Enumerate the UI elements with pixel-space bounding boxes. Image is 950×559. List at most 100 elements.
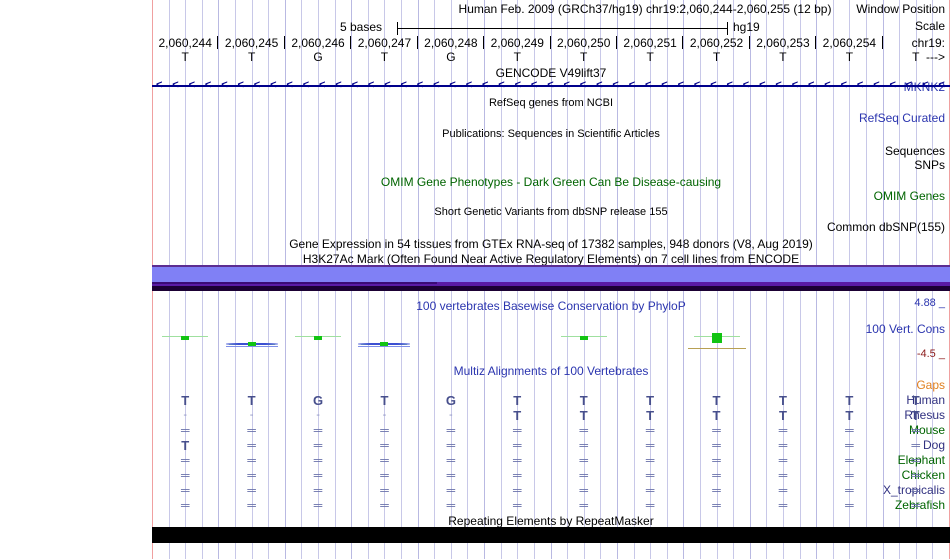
- ruler-tick-mark: [350, 36, 351, 49]
- multiz-cell: T: [712, 408, 721, 423]
- publications-track-title: Publications: Sequences in Scientific Ar…: [442, 128, 660, 140]
- multiz-cell: ═: [380, 498, 389, 512]
- ruler-tick-label: 2,060,246: [291, 36, 345, 50]
- multiz-cell: ═: [911, 423, 921, 437]
- gtex-track-title: Gene Expression in 54 tissues from GTEx …: [289, 237, 813, 251]
- gene-strand-arrow-icon: <: [840, 79, 848, 91]
- multiz-cell: ═: [446, 498, 456, 512]
- species-label-elephant[interactable]: Elephant: [897, 453, 945, 467]
- multiz-cell: ═: [778, 498, 788, 512]
- gene-strand-arrow-icon: <: [319, 79, 326, 91]
- gencode-track-title: GENCODE V49lift37: [495, 66, 607, 80]
- conservation-tan-line: [687, 348, 746, 349]
- multiz-cell: ═: [579, 453, 588, 467]
- multiz-cell: ═: [247, 453, 256, 467]
- coordinate-ruler[interactable]: chr19: 2,060,244 2,060,245 2,060,246 2,060,…: [0, 36, 950, 50]
- conservation-label[interactable]: 100 Vert. Cons: [865, 322, 945, 336]
- gene-strand-arrow-icon: <: [416, 79, 424, 91]
- multiz-cell: ═: [313, 423, 323, 437]
- multiz-cell: T: [911, 408, 920, 423]
- gene-strand-arrow-icon: <: [547, 79, 554, 91]
- multiz-cell: -: [316, 409, 320, 421]
- gene-strand-arrow-icon: <: [775, 79, 782, 91]
- species-label-human[interactable]: Human: [906, 393, 945, 407]
- scale-bases-text: 5 bases: [340, 20, 383, 34]
- multiz-cell: ═: [911, 483, 921, 497]
- multiz-cell: G: [312, 393, 324, 408]
- conservation-blue-envelope: [358, 346, 411, 347]
- multiz-cell: ═: [513, 423, 522, 437]
- species-label-rhesus[interactable]: Rhesus: [904, 408, 945, 422]
- snps-label[interactable]: SNPs: [914, 158, 945, 172]
- ruler-tick-mark: [682, 36, 683, 49]
- sequences-label[interactable]: Sequences: [884, 144, 945, 158]
- gene-strand-arrow-icon: <: [645, 79, 652, 91]
- window-position-value: Human Feb. 2009 (GRCh37/hg19) chr19:2,06…: [458, 2, 832, 16]
- gene-strand-arrow-icon: <: [400, 79, 407, 91]
- multiz-cell: ═: [845, 438, 854, 452]
- ruler-tick-label: 2,060,249: [490, 36, 544, 50]
- multiz-cell: ═: [911, 438, 921, 452]
- multiz-cell: ═: [911, 453, 921, 467]
- gene-name-label[interactable]: MKNK2: [903, 80, 945, 94]
- conservation-plot[interactable]: [152, 325, 950, 357]
- species-label-chicken[interactable]: Chicken: [901, 468, 945, 482]
- multiz-cell: ═: [712, 423, 721, 437]
- species-label-mouse[interactable]: Mouse: [908, 423, 945, 437]
- dbsnp-label[interactable]: Common dbSNP(155): [826, 220, 945, 234]
- h3k27ac-max-value: 4.88 _: [798, 296, 950, 310]
- ruler-tick-mark: [417, 36, 418, 49]
- multiz-cell: T: [247, 393, 256, 408]
- gene-line: [152, 85, 950, 87]
- gene-strand-arrow-icon: <: [433, 79, 440, 91]
- ruler-tick-mark: [483, 36, 484, 49]
- multiz-row-dog: T ═ ═ ═ ═ ═ ═ ═ ═ ═ ═ ═: [152, 438, 950, 453]
- conservation-bar: [247, 342, 256, 346]
- conservation-bar: [181, 336, 190, 340]
- species-label-x_tropicalis[interactable]: X_tropicalis: [882, 483, 945, 497]
- dbsnp-track-title: Short Genetic Variants from dbSNP releas…: [434, 206, 668, 218]
- gene-strand-arrow-icon: <: [302, 79, 310, 91]
- ruler-base-letter: T: [912, 50, 920, 64]
- multiz-cell: ═: [446, 438, 456, 452]
- multiz-cell: ═: [712, 498, 721, 512]
- multiz-cell: -: [249, 409, 254, 421]
- multiz-cell: ═: [845, 483, 854, 497]
- species-label-dog[interactable]: Dog: [922, 438, 945, 452]
- h3k27ac-tick-mark: _: [938, 297, 945, 309]
- gene-strand-arrow-icon: <: [449, 79, 456, 91]
- multiz-cell: ═: [712, 438, 721, 452]
- species-label-gaps[interactable]: Gaps: [916, 378, 945, 392]
- multiz-cell: ═: [380, 483, 389, 497]
- multiz-cell: T: [911, 393, 920, 408]
- ruler-base-letter: T: [779, 50, 787, 64]
- gene-strand-arrow-icon: <: [612, 79, 619, 91]
- conservation-track-title: 100 vertebrates Basewise Conservation by…: [416, 299, 686, 313]
- multiz-cell: ═: [645, 423, 655, 437]
- multiz-cell: T: [181, 393, 190, 408]
- species-label-zebrafish[interactable]: Zebrafish: [894, 498, 945, 512]
- gene-strand-bar[interactable]: < < < < < < < < < < < < < < < < < < < < < < < < < < < < < < < < < < < < < < < <…: [152, 80, 950, 91]
- multiz-cell: ═: [380, 423, 389, 437]
- multiz-cell: ═: [313, 453, 323, 467]
- conservation-min-number: -4.5: [916, 348, 936, 360]
- ruler-base-letter: G: [446, 50, 456, 64]
- ruler-tick-mark: [815, 36, 816, 49]
- gene-strand-arrow-icon: <: [873, 79, 880, 91]
- ruler-tick-label: 2,060,244: [158, 36, 212, 50]
- multiz-cell: -: [382, 409, 387, 421]
- refseq-label[interactable]: RefSeq Curated: [858, 111, 945, 125]
- repeatmasker-bar[interactable]: [152, 527, 950, 543]
- h3k27ac-signal[interactable]: [152, 265, 950, 291]
- omim-track-title: OMIM Gene Phenotypes - Dark Green Can Be…: [380, 175, 722, 189]
- omim-label[interactable]: OMIM Genes: [873, 189, 945, 203]
- assembly-label: hg19: [733, 20, 760, 34]
- multiz-cell: ═: [579, 498, 588, 512]
- multiz-row-x_tropicalis: ═ ═ ═ ═ ═ ═ ═ ═ ═ ═ ═ ═: [152, 483, 950, 498]
- multiz-cell: ═: [313, 468, 323, 482]
- multiz-cell: T: [579, 408, 588, 423]
- strand-arrow-label: --->: [926, 50, 945, 64]
